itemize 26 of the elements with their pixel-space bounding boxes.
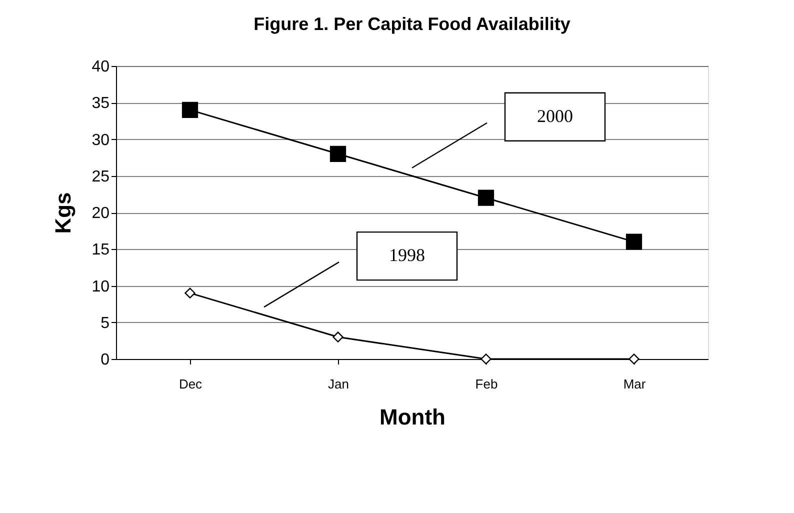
y-tick-label: 10 xyxy=(92,278,110,296)
y-tick-label: 30 xyxy=(92,132,110,149)
chart-title: Figure 1. Per Capita Food Availability xyxy=(254,14,570,34)
y-tick-label: 25 xyxy=(92,168,110,186)
point xyxy=(332,332,344,342)
point xyxy=(480,354,492,364)
point xyxy=(330,146,346,162)
x-tick-label: Mar xyxy=(623,376,646,392)
point xyxy=(628,354,640,364)
y-tick-label: 15 xyxy=(92,242,110,259)
x-axis-title: Month xyxy=(380,404,446,430)
point xyxy=(184,288,196,298)
y-axis-title: Kgs xyxy=(50,192,76,234)
x-tick-label: Dec xyxy=(178,376,203,392)
point xyxy=(626,234,642,250)
x-tick-label: Jan xyxy=(328,376,349,392)
y-tick-label: 0 xyxy=(100,352,110,368)
y-tick-label: 40 xyxy=(92,58,110,76)
y-tick-label: 5 xyxy=(100,314,110,332)
y-tick-label: 35 xyxy=(92,95,110,112)
point xyxy=(182,102,198,118)
text: 1998 xyxy=(389,245,425,266)
y-tick-label: 20 xyxy=(92,205,110,222)
x-tick-label: Feb xyxy=(475,376,498,392)
text: 2000 xyxy=(537,106,573,126)
point xyxy=(478,190,494,206)
